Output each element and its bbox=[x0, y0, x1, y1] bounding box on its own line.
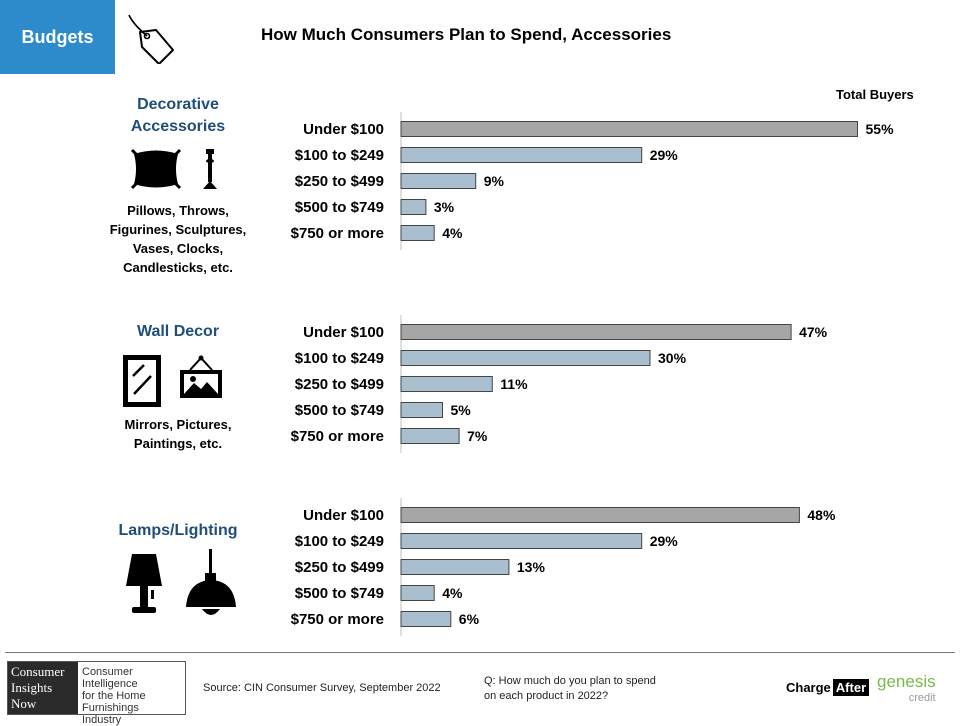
category-label: $100 to $249 bbox=[295, 533, 384, 550]
mirror-icon bbox=[123, 355, 161, 407]
question-line: Q: How much do you plan to spend bbox=[484, 675, 656, 687]
total-buyers-label: Total Buyers bbox=[836, 87, 914, 102]
category-label: $250 to $499 bbox=[295, 559, 384, 576]
cin-logo: Consumer Insights Now Consumer Intellige… bbox=[7, 661, 186, 726]
value-label: 5% bbox=[451, 402, 472, 418]
category-title-line: Decorative bbox=[137, 96, 219, 113]
description-line: Pillows, Throws, bbox=[127, 203, 229, 218]
cin-tagline-line: for the Home bbox=[82, 690, 146, 702]
bar bbox=[400, 611, 452, 627]
bar bbox=[400, 585, 435, 601]
value-label: 48% bbox=[807, 507, 836, 523]
category-label: $750 or more bbox=[291, 225, 384, 242]
description-line: Figurines, Sculptures, bbox=[109, 222, 247, 237]
price-tag-icon bbox=[128, 14, 174, 64]
page-title: How Much Consumers Plan to Spend, Access… bbox=[261, 25, 672, 44]
description-line: Vases, Clocks, bbox=[132, 241, 224, 256]
description-line: Paintings, etc. bbox=[133, 436, 223, 451]
bar bbox=[400, 533, 643, 549]
value-label: 4% bbox=[442, 585, 463, 601]
category-label: Under $100 bbox=[303, 121, 384, 138]
description-line: Mirrors, Pictures, bbox=[124, 417, 232, 432]
value-label: 30% bbox=[658, 350, 687, 366]
category-title-line: Lamps/Lighting bbox=[118, 522, 238, 539]
value-label: 3% bbox=[434, 199, 455, 215]
chargeafter-word: Charge bbox=[786, 680, 831, 695]
category-label: $500 to $749 bbox=[295, 199, 384, 216]
bar bbox=[400, 402, 443, 418]
description-line: Candlesticks, etc. bbox=[123, 260, 233, 275]
category-label: $500 to $749 bbox=[295, 402, 384, 419]
cin-tagline-line: Consumer Intelligence bbox=[82, 666, 138, 690]
bar bbox=[400, 559, 510, 575]
cin-tagline-line: Furnishings Industry bbox=[82, 702, 139, 726]
budget-bar-charts: Under $100 55% $100 to $249 29% $250 to $499… bbox=[291, 112, 895, 636]
bar bbox=[400, 147, 643, 163]
bar bbox=[400, 376, 493, 392]
cin-logo-word: Insights bbox=[11, 680, 53, 695]
value-label: 7% bbox=[467, 428, 488, 444]
value-label: 29% bbox=[650, 147, 679, 163]
cin-logo-mark: Consumer Insights Now bbox=[8, 662, 78, 714]
bar bbox=[400, 507, 800, 523]
value-label: 47% bbox=[799, 324, 828, 340]
table-lamp-icon bbox=[126, 554, 162, 613]
genesis-credit-word: credit bbox=[908, 692, 936, 704]
budgets-tab: Budgets bbox=[0, 0, 115, 74]
category-title-decorative: Decorative Accessories bbox=[118, 94, 238, 138]
value-label: 55% bbox=[866, 121, 895, 137]
cin-logo-word: Now bbox=[11, 696, 37, 711]
pillow-icon bbox=[130, 148, 182, 190]
category-label: $100 to $249 bbox=[295, 147, 384, 164]
bar bbox=[400, 225, 435, 241]
category-title-line: Accessories bbox=[130, 118, 226, 135]
source-note: Source: CIN Consumer Survey, September 2… bbox=[203, 682, 441, 694]
category-description: Mirrors, Pictures, Paintings, etc. bbox=[108, 415, 248, 453]
survey-question: Q: How much do you plan to spend on each… bbox=[484, 674, 656, 704]
category-title-line: Wall Decor bbox=[136, 323, 220, 340]
value-label: 13% bbox=[517, 559, 546, 575]
value-label: 9% bbox=[484, 173, 505, 189]
category-description: Pillows, Throws, Figurines, Sculptures, … bbox=[108, 201, 248, 277]
value-label: 6% bbox=[459, 611, 480, 627]
bar bbox=[400, 173, 477, 189]
bar bbox=[400, 199, 427, 215]
category-title-wall-decor: Wall Decor bbox=[118, 321, 238, 343]
cin-logo-word: Consumer bbox=[11, 664, 65, 679]
category-label: $250 to $499 bbox=[295, 173, 384, 190]
category-title-lamps: Lamps/Lighting bbox=[108, 520, 248, 542]
category-label: $500 to $749 bbox=[295, 585, 384, 602]
bar bbox=[400, 121, 858, 137]
value-label: 11% bbox=[500, 376, 528, 392]
picture-frame-icon bbox=[180, 355, 222, 398]
question-line: on each product in 2022? bbox=[484, 690, 609, 702]
bar bbox=[400, 324, 792, 340]
cin-logo-tagline: Consumer Intelligence for the Home Furni… bbox=[78, 662, 185, 726]
candlestick-icon bbox=[203, 149, 217, 189]
footer-divider bbox=[5, 652, 955, 653]
chargeafter-logo: Charge After bbox=[786, 679, 870, 696]
category-label: $250 to $499 bbox=[295, 376, 384, 393]
category-label: Under $100 bbox=[303, 507, 384, 524]
bar bbox=[400, 350, 651, 366]
category-label: $750 or more bbox=[291, 428, 384, 445]
value-label: 4% bbox=[442, 225, 463, 241]
value-label: 29% bbox=[650, 533, 679, 549]
category-label: Under $100 bbox=[303, 324, 384, 341]
category-label: $100 to $249 bbox=[295, 350, 384, 367]
bar bbox=[400, 428, 460, 444]
category-label: $750 or more bbox=[291, 611, 384, 628]
pendant-lamp-icon bbox=[186, 549, 236, 615]
chargeafter-box: After bbox=[832, 679, 870, 696]
genesis-word: genesis bbox=[877, 672, 936, 691]
genesis-credit-logo: genesis credit bbox=[877, 672, 936, 706]
